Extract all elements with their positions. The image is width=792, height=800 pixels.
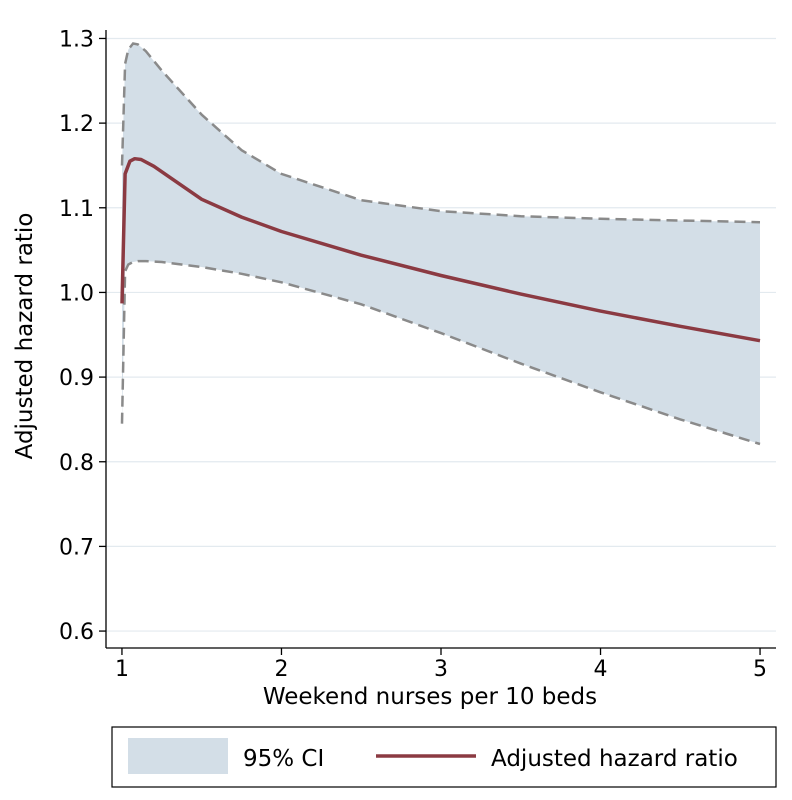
- axes: 0.6 0.7 0.8 0.9 1.0 1.1 1.2 1.3 1 2 3 4 5: [59, 27, 776, 682]
- x-tick-label: 2: [274, 657, 288, 682]
- legend-ci-label: 95% CI: [243, 746, 324, 772]
- x-tick-label: 1: [115, 657, 129, 682]
- series-line: [120, 156, 761, 343]
- y-tick-label: 1.3: [59, 27, 94, 52]
- y-tick-label: 0.8: [59, 451, 94, 476]
- y-tick-label: 0.6: [59, 620, 94, 645]
- ci-area: [122, 43, 760, 444]
- y-tick-label: 0.9: [59, 366, 94, 391]
- ci-band: [120, 42, 761, 446]
- y-tick-label: 1.2: [59, 112, 94, 137]
- x-tick-label: 5: [753, 657, 767, 682]
- x-tick-label: 4: [594, 657, 608, 682]
- legend: 95% CI Adjusted hazard ratio: [111, 726, 777, 788]
- ci-upper-line: [120, 42, 761, 224]
- y-tick-label: 1.1: [59, 197, 94, 222]
- ci-lower-line: [120, 259, 761, 446]
- y-axis-title: Adjusted hazard ratio: [12, 213, 38, 460]
- y-tick-label: 0.7: [59, 535, 94, 560]
- legend-ci-swatch: [128, 738, 228, 774]
- x-tick-label: 3: [434, 657, 448, 682]
- legend-hr-label: Adjusted hazard ratio: [491, 746, 738, 772]
- y-tick-label: 1.0: [59, 281, 94, 306]
- x-axis-title: Weekend nurses per 10 beds: [263, 684, 597, 710]
- series-lines: [120, 156, 761, 343]
